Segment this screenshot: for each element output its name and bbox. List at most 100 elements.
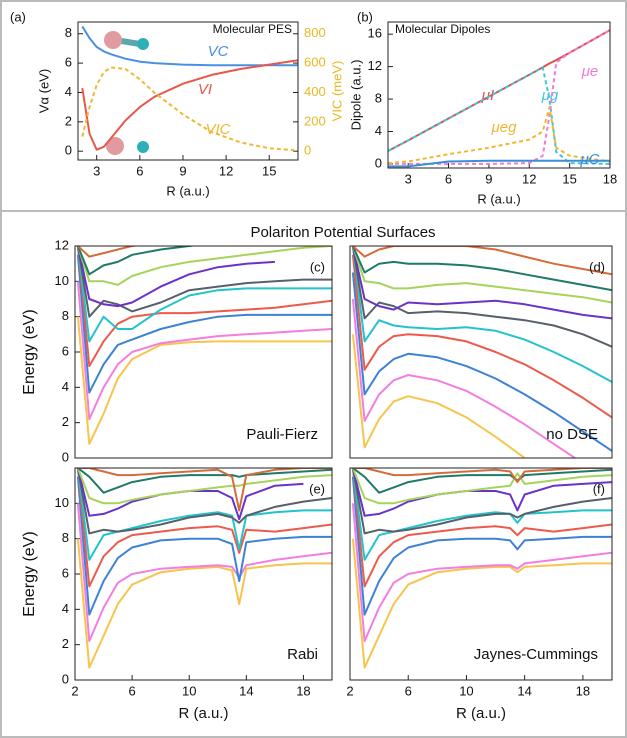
- y-tick-label: 10: [55, 273, 69, 288]
- series-line: [76, 246, 332, 286]
- x-tick-label: 9: [485, 171, 492, 186]
- series-line: [351, 246, 612, 304]
- x-tick-label: 15: [562, 171, 576, 186]
- series-label: VC: [208, 43, 229, 60]
- x-tick-label: 6: [445, 171, 452, 186]
- panel-annotation: Jaynes-Cummings: [474, 646, 598, 663]
- series-line: [351, 468, 612, 588]
- plot-frame: [387, 21, 611, 169]
- x-tick-label: 6: [405, 683, 412, 698]
- series-line: [76, 468, 332, 588]
- y-tick-label: 8: [65, 25, 72, 40]
- series-line: [76, 468, 332, 505]
- series-label: μC: [579, 151, 599, 168]
- series-line: [76, 316, 332, 445]
- y-tick-label: 4: [65, 84, 72, 99]
- y-tick-label: 6: [62, 565, 69, 580]
- x-tick-label: 14: [239, 683, 253, 698]
- series-line: [351, 476, 612, 616]
- y-tick-label: 4: [375, 123, 382, 138]
- y-tick-label: 2: [62, 636, 69, 651]
- x-tick-label: 10: [182, 683, 196, 698]
- series-line: [76, 246, 275, 308]
- series-line: [388, 66, 610, 165]
- y-tick-label: 2: [62, 414, 69, 429]
- y2-axis-label: VIC (meV): [329, 61, 344, 122]
- x-tick-label: 12: [522, 171, 536, 186]
- y-axis-label: Dipole (a.u.): [348, 60, 363, 131]
- series-line: [77, 246, 141, 258]
- series-line: [351, 254, 612, 419]
- x-tick-label: 18: [296, 683, 310, 698]
- series-line: [76, 468, 332, 535]
- series-line: [81, 66, 298, 152]
- plot-frame: [77, 21, 299, 161]
- y-axis-label: Energy (eV): [21, 309, 38, 394]
- molecule-top: [104, 31, 149, 50]
- y-tick-label: 2: [65, 113, 72, 128]
- series-line: [76, 468, 332, 561]
- y-axis-label: Vα (eV): [36, 69, 51, 113]
- series-line: [351, 246, 612, 292]
- series-label: VI: [198, 81, 212, 98]
- panel-label: (b): [357, 9, 373, 24]
- y-tick-label: 6: [62, 343, 69, 358]
- x-tick-label: 9: [179, 163, 186, 178]
- series-line: [351, 468, 612, 505]
- series-line: [351, 272, 612, 452]
- x-axis-label: R (a.u.): [178, 705, 228, 722]
- series-label: VIC: [205, 121, 230, 138]
- series-line: [77, 468, 332, 512]
- y-tick-label: 0: [62, 449, 69, 464]
- y-tick-label: 4: [62, 601, 69, 616]
- series-line: [352, 246, 612, 276]
- y-tick-label: 10: [55, 495, 69, 510]
- series-line: [351, 468, 612, 561]
- series-line: [351, 246, 612, 320]
- series-line: [76, 476, 332, 616]
- x-axis-label: R (a.u.): [166, 183, 209, 198]
- panel-annotation: Molecular PES: [213, 22, 292, 36]
- y2-tick-label: 600: [304, 55, 326, 70]
- series-line: [351, 503, 612, 643]
- panel-label: (c): [310, 259, 325, 274]
- series-line: [351, 246, 612, 383]
- y-tick-label: 4: [62, 379, 69, 394]
- series-line: [351, 334, 527, 458]
- series-line: [76, 538, 332, 669]
- plot-frame: [349, 245, 613, 459]
- x-tick-label: 10: [459, 683, 473, 698]
- series-line: [351, 468, 612, 535]
- x-tick-label: 6: [128, 683, 135, 698]
- x-tick-label: 18: [576, 683, 590, 698]
- plot-frame: [74, 467, 333, 681]
- x-axis-label: R (a.u.): [477, 191, 520, 206]
- series-line: [351, 538, 612, 669]
- panel-label: (d): [589, 259, 605, 274]
- series-line: [352, 468, 612, 494]
- panel-annotation: Pauli-Fierz: [246, 426, 318, 443]
- x-tick-label: 6: [136, 163, 143, 178]
- series-line: [388, 106, 610, 165]
- panel-annotation: Molecular Dipoles: [395, 22, 490, 36]
- series-line: [351, 298, 577, 458]
- series-line: [76, 246, 198, 276]
- series-line: [351, 468, 612, 517]
- y-tick-label: 8: [62, 530, 69, 545]
- series-label: μI: [481, 87, 494, 104]
- y2-tick-label: 800: [304, 25, 326, 40]
- x-tick-label: 3: [93, 163, 100, 178]
- panel-label: (a): [10, 9, 26, 24]
- y-tick-label: 0: [65, 143, 72, 158]
- y-tick-label: 8: [62, 308, 69, 323]
- x-tick-label: 12: [219, 163, 233, 178]
- series-line: [388, 29, 610, 165]
- series-line: [81, 59, 298, 151]
- series-line: [76, 254, 332, 394]
- y2-tick-label: 0: [304, 143, 311, 158]
- plot-frame: [349, 467, 613, 681]
- y2-tick-label: 200: [304, 113, 326, 128]
- series-line: [352, 468, 612, 484]
- y-tick-label: 12: [368, 58, 382, 73]
